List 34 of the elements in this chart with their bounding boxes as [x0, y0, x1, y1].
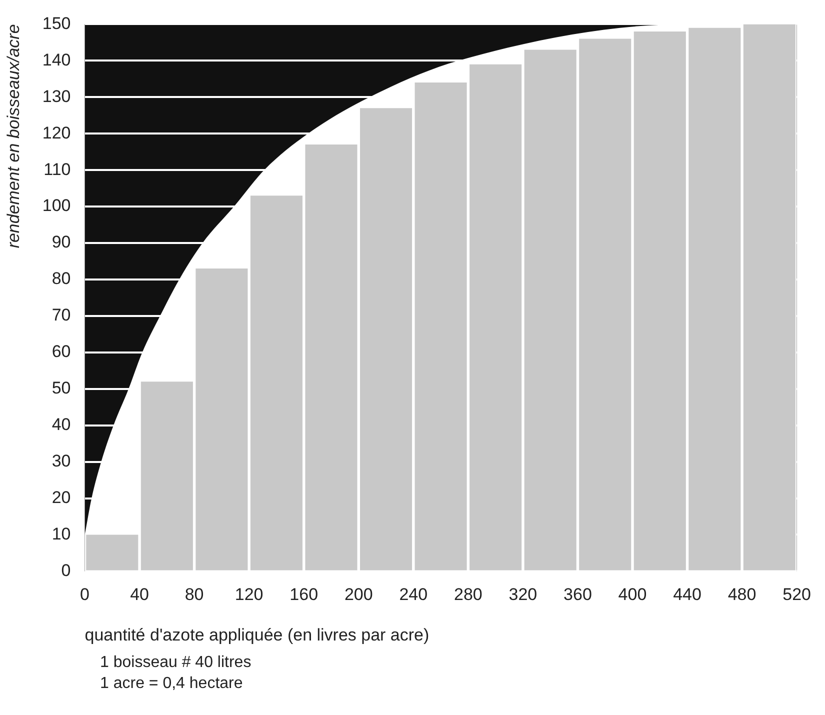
y-tick-label: 150 — [42, 14, 71, 33]
y-tick-label: 120 — [42, 123, 71, 142]
y-tick-label: 80 — [52, 269, 71, 288]
x-tick-label: 520 — [782, 585, 812, 604]
y-axis-title: rendement en boisseaux/acre — [4, 24, 23, 248]
y-tick-label: 60 — [52, 342, 71, 362]
y-tick-label: 40 — [52, 415, 71, 434]
x-tick-label: 240 — [399, 585, 428, 604]
y-tick-label: 130 — [42, 86, 71, 106]
y-tick-label: 90 — [52, 232, 71, 252]
x-tick-label: 200 — [344, 585, 373, 604]
x-tick-label: 480 — [728, 585, 756, 604]
y-tick-label: 140 — [42, 50, 71, 70]
x-tick-label: 80 — [184, 585, 204, 604]
x-tick-label: 40 — [130, 585, 149, 604]
x-tick-label: 280 — [454, 585, 482, 604]
x-tick-label: 160 — [290, 585, 318, 604]
text: 1 acre = 0,4 hectare — [100, 674, 244, 694]
y-tick-label: 10 — [52, 524, 71, 544]
x-tick-label: 120 — [234, 585, 264, 604]
x-tick-label: 440 — [673, 585, 702, 604]
x-tick-label: 360 — [564, 585, 592, 604]
y-tick-label: 50 — [52, 378, 71, 398]
x-axis-title: quantité d'azote appliquée (en livres par acre) — [84, 625, 430, 644]
y-tick-label: 70 — [52, 306, 71, 325]
text: 1 boisseau # 40 litres — [100, 653, 252, 673]
y-tick-label: 100 — [42, 196, 71, 216]
x-tick-label: 320 — [508, 585, 538, 604]
y-tick-label: 20 — [52, 488, 71, 507]
x-tick-label: 0 — [80, 585, 90, 604]
x-tick-label: 400 — [618, 585, 647, 604]
y-tick-label: 30 — [52, 451, 71, 470]
y-tick-label: 110 — [44, 160, 71, 179]
y-tick-label: 0 — [61, 560, 71, 580]
